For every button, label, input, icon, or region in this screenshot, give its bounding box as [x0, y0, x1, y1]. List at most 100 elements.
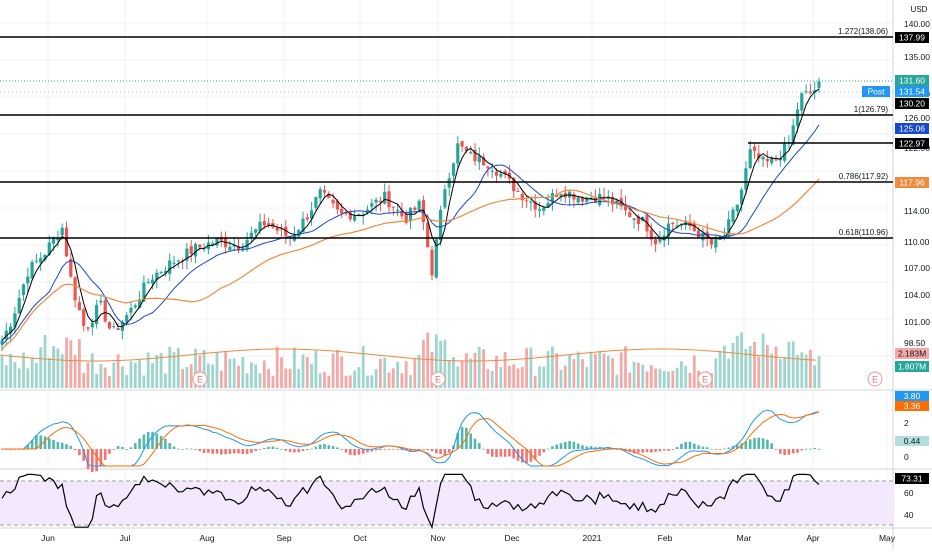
macd-histogram-bar [491, 449, 494, 457]
volume-bar [560, 370, 563, 388]
macd-histogram-bar [289, 449, 292, 452]
volume-bar [1, 356, 4, 388]
macd-histogram-bar [487, 449, 490, 454]
macd-histogram-bar [211, 449, 214, 454]
badge-volume-ma: 1.807M [895, 361, 929, 372]
macd-histogram-bar [702, 447, 705, 449]
macd-histogram-bar [108, 449, 111, 454]
volume-bar [332, 354, 335, 388]
macd-histogram-bar [659, 449, 662, 451]
volume-bar [491, 371, 494, 388]
price-tick: 110.00 [904, 237, 930, 247]
volume-bar [667, 372, 670, 388]
badge-resistance: 122.97 [895, 138, 929, 149]
macd-histogram-bar [805, 449, 808, 450]
svg-text:E: E [702, 375, 708, 385]
volume-bar [663, 371, 666, 388]
macd-histogram-bar [143, 435, 146, 449]
price-tick: 107.00 [904, 263, 930, 273]
macd-histogram-bar [448, 449, 451, 453]
earnings-marker[interactable]: E [868, 372, 882, 386]
macd-histogram-bar [87, 449, 90, 469]
badge-last-price: 131.60 [895, 75, 929, 86]
macd-histogram-bar [306, 449, 309, 450]
volume-bar [555, 353, 558, 388]
candle [31, 260, 34, 279]
svg-text:E: E [197, 375, 203, 385]
macd-histogram-bar [44, 436, 47, 449]
macd-histogram-bar [547, 449, 550, 450]
macd-histogram-bar [263, 448, 266, 449]
volume-bar [796, 355, 799, 388]
volume-bar [246, 373, 249, 388]
volume-bar [620, 352, 623, 388]
volume-bar [315, 351, 318, 388]
earnings-marker[interactable]: E [698, 372, 712, 386]
macd-histogram-bar [345, 449, 348, 453]
macd-histogram-bar [495, 449, 498, 457]
macd-histogram-bar [358, 449, 361, 455]
macd-histogram-bar [323, 444, 326, 449]
volume-bar [783, 357, 786, 388]
macd-histogram-bar [224, 449, 227, 454]
volume-bar [18, 368, 21, 388]
macd-histogram-bar [766, 440, 769, 449]
volume-bar [280, 357, 283, 388]
volume-bar [598, 351, 601, 388]
earnings-marker[interactable]: E [431, 372, 445, 386]
price-tick: 135.00 [904, 52, 930, 62]
volume-bar [809, 350, 812, 388]
volume-bar [405, 361, 408, 388]
macd-histogram-bar [65, 444, 68, 449]
volume-bar [57, 348, 60, 388]
volume-bar [323, 372, 326, 388]
volume-bar [65, 338, 68, 388]
macd-histogram-bar [297, 449, 300, 452]
macd-histogram-bar [52, 440, 55, 449]
macd-histogram-bar [375, 449, 378, 450]
volume-bar [727, 359, 730, 388]
volume-bar [753, 342, 756, 388]
macd-histogram-bar [113, 449, 116, 450]
volume-bar [272, 376, 275, 388]
macd-histogram-bar [254, 449, 257, 451]
volume-bar [44, 335, 47, 388]
volume-bar [611, 358, 614, 388]
time-label: Aug [199, 533, 214, 543]
macd-histogram-bar [237, 449, 240, 453]
volume-bar [689, 373, 692, 388]
volume-bar [250, 363, 253, 388]
earnings-marker[interactable]: E [193, 372, 207, 386]
volume-bar [469, 359, 472, 388]
volume-bar [456, 366, 459, 388]
volume-bar [284, 369, 287, 388]
macd-histogram-bar [538, 449, 541, 456]
volume-bar [624, 346, 627, 388]
volume-bar [39, 347, 42, 388]
volume-bar [293, 348, 296, 388]
volume-bar [224, 352, 227, 388]
volume-bar [108, 376, 111, 388]
macd-histogram-bar [207, 449, 210, 453]
volume-bar [69, 340, 72, 388]
macd-histogram-bar [680, 444, 683, 449]
volume-bar [426, 333, 429, 388]
volume-bar [633, 362, 636, 388]
volume-bar [719, 351, 722, 388]
volume-bar [508, 366, 511, 388]
macd-histogram-bar [762, 438, 765, 449]
fib-label: 1(126.79) [854, 105, 889, 114]
volume-bar [319, 373, 322, 388]
volume-bar [512, 364, 515, 388]
macd-histogram-bar [61, 443, 64, 449]
volume-bar [134, 363, 137, 388]
price-tick: 98.50 [904, 338, 926, 348]
time-label: Oct [353, 533, 367, 543]
macd-histogram-bar [138, 438, 141, 449]
macd-histogram-bar [319, 445, 322, 449]
volume-bar [186, 367, 189, 388]
time-label: Apr [806, 533, 819, 543]
macd-histogram-bar [151, 432, 154, 449]
